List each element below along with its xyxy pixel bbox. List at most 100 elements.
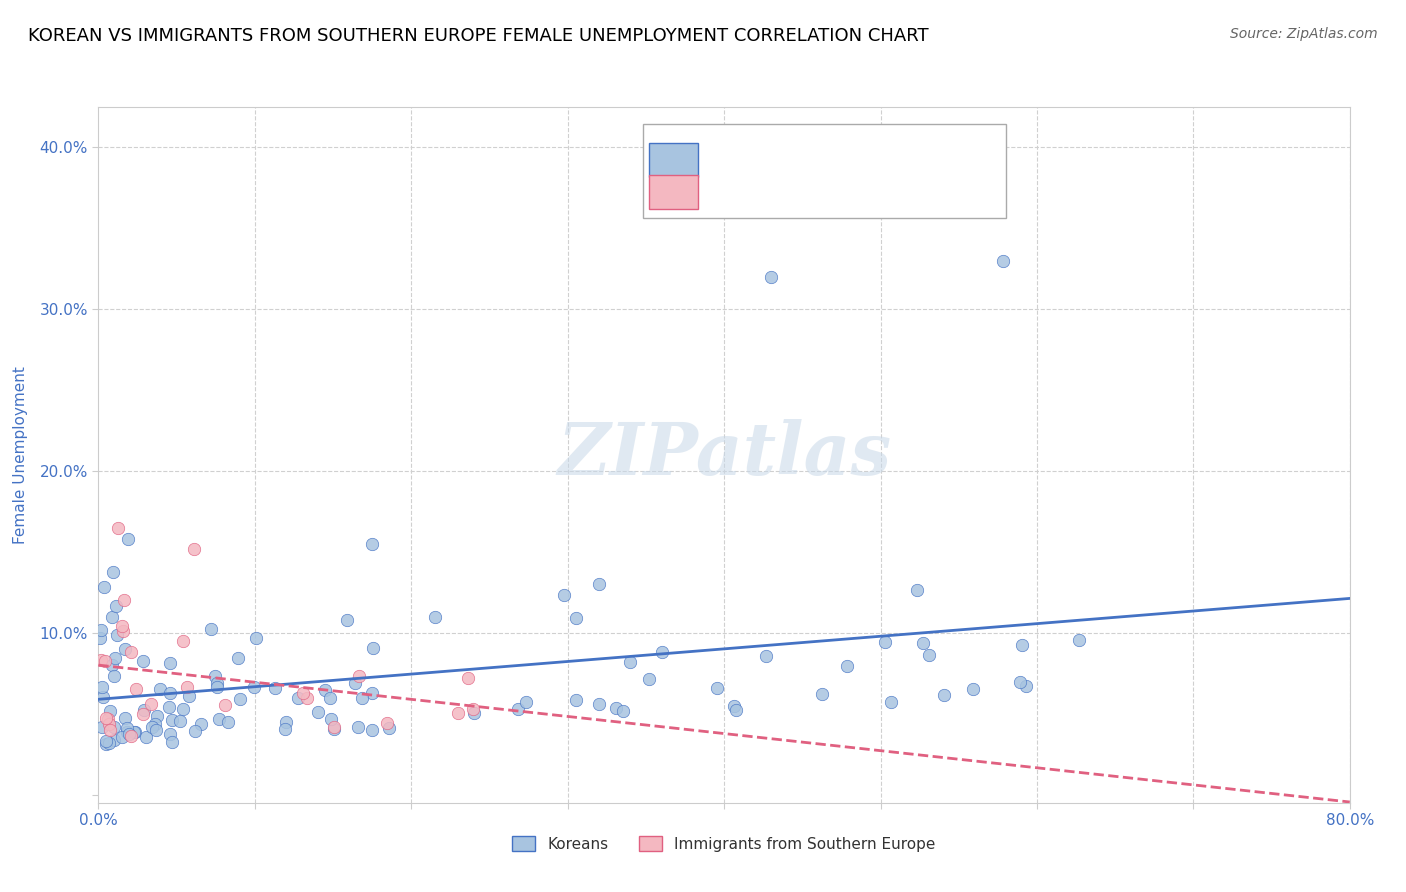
Koreans [117,532,139,546]
Koreans [619,655,641,669]
Koreans [917,648,939,662]
Koreans [515,695,537,709]
Koreans [200,623,222,637]
Koreans [91,690,114,705]
Koreans [169,714,191,729]
Immigrants from Southern Europe [183,541,205,556]
Koreans [204,669,226,683]
Koreans [105,628,128,642]
Immigrants from Southern Europe [124,681,146,696]
Koreans [149,681,172,696]
Immigrants from Southern Europe [97,712,120,726]
Koreans [274,722,297,736]
Koreans [145,723,167,737]
Koreans [96,737,118,751]
Koreans [319,691,342,706]
Koreans [183,723,205,738]
Immigrants from Southern Europe [295,690,318,705]
Koreans [89,631,111,645]
Koreans [755,649,778,664]
Koreans [122,725,145,739]
Koreans [314,683,336,698]
Koreans [159,726,181,740]
Koreans [1067,633,1090,648]
FancyBboxPatch shape [650,143,697,177]
Immigrants from Southern Europe [139,697,162,711]
Koreans [131,654,153,668]
Immigrants from Southern Europe [107,521,129,535]
Koreans [962,682,984,697]
Text: ZIPatlas: ZIPatlas [557,419,891,491]
Koreans [361,723,384,738]
Koreans [111,731,134,745]
Koreans [911,636,934,650]
Koreans [103,732,125,747]
Koreans [319,712,342,726]
Koreans [103,668,125,682]
Koreans [346,720,368,734]
Koreans [350,691,373,706]
Koreans [115,725,138,739]
Koreans [93,580,115,594]
Koreans [423,610,446,624]
Koreans [1014,679,1036,693]
Immigrants from Southern Europe [214,698,236,712]
Koreans [638,672,661,686]
Koreans [835,659,858,673]
Immigrants from Southern Europe [111,619,134,633]
Koreans [564,611,586,625]
Immigrants from Southern Europe [461,702,484,716]
Koreans [141,720,163,734]
Koreans [229,692,252,706]
Koreans [651,645,673,659]
Koreans [135,731,157,745]
Immigrants from Southern Europe [323,720,346,734]
Koreans [276,715,298,730]
Immigrants from Southern Europe [98,723,121,738]
Koreans [177,689,200,703]
Immigrants from Southern Europe [132,707,155,722]
Immigrants from Southern Europe [457,671,479,685]
Koreans [1008,674,1031,689]
Immigrants from Southern Europe [291,686,314,700]
Koreans [322,722,344,736]
Koreans [378,721,401,735]
Immigrants from Southern Europe [112,592,135,607]
Koreans [157,699,180,714]
Koreans [132,703,155,717]
Koreans [706,681,728,695]
Koreans [565,692,588,706]
Koreans [725,704,748,718]
Koreans [605,701,627,715]
Koreans [242,680,264,694]
Koreans [104,599,127,614]
Koreans [159,656,181,670]
Koreans [143,717,166,731]
Immigrants from Southern Europe [176,680,198,694]
Koreans [124,724,146,739]
Koreans [360,537,382,551]
Koreans [114,642,136,657]
Legend: Koreans, Immigrants from Southern Europe: Koreans, Immigrants from Southern Europe [506,830,942,858]
Koreans [263,681,285,695]
Koreans [307,705,329,719]
Immigrants from Southern Europe [377,716,399,731]
Immigrants from Southern Europe [112,624,135,638]
Koreans [361,686,384,700]
Koreans [553,588,575,602]
Koreans [104,650,127,665]
Immigrants from Southern Europe [120,730,142,744]
Koreans [207,675,229,690]
Koreans [723,698,745,713]
Koreans [145,709,167,723]
Immigrants from Southern Europe [98,716,121,731]
Text: KOREAN VS IMMIGRANTS FROM SOUTHERN EUROPE FEMALE UNEMPLOYMENT CORRELATION CHART: KOREAN VS IMMIGRANTS FROM SOUTHERN EUROP… [28,27,929,45]
Koreans [90,623,112,637]
Koreans [336,614,359,628]
Koreans [588,697,610,711]
Koreans [91,680,114,694]
Koreans [905,582,928,597]
Y-axis label: Female Unemployment: Female Unemployment [14,366,28,544]
Koreans [190,716,212,731]
Koreans [245,631,267,645]
